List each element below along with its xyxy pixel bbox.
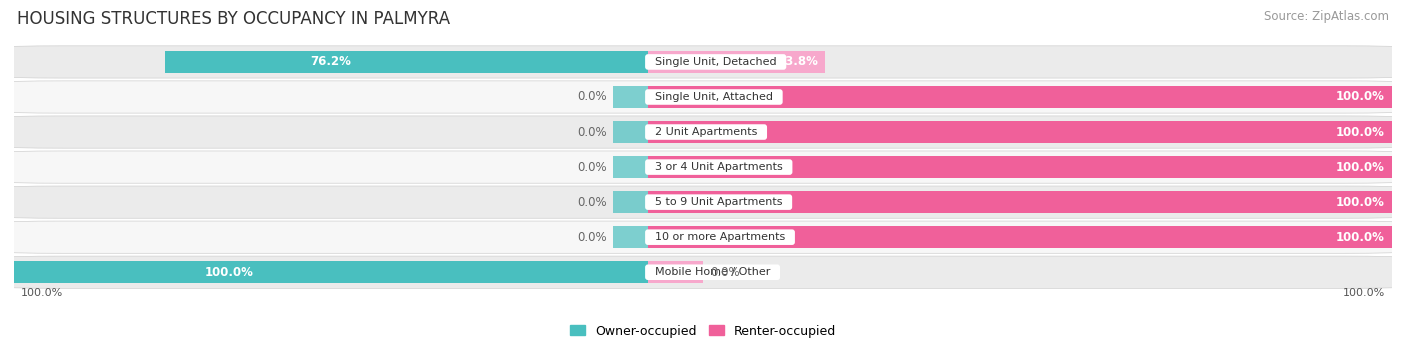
Bar — [648, 226, 1392, 248]
Text: 0.0%: 0.0% — [576, 231, 606, 244]
Legend: Owner-occupied, Renter-occupied: Owner-occupied, Renter-occupied — [565, 320, 841, 341]
FancyBboxPatch shape — [7, 221, 1399, 253]
Text: 100.0%: 100.0% — [1336, 161, 1385, 174]
Text: 10 or more Apartments: 10 or more Apartments — [648, 232, 792, 242]
Bar — [648, 261, 703, 283]
Text: Source: ZipAtlas.com: Source: ZipAtlas.com — [1264, 10, 1389, 23]
Bar — [613, 121, 648, 143]
FancyBboxPatch shape — [7, 256, 1399, 288]
Text: 3 or 4 Unit Apartments: 3 or 4 Unit Apartments — [648, 162, 790, 172]
Bar — [613, 156, 648, 178]
Text: HOUSING STRUCTURES BY OCCUPANCY IN PALMYRA: HOUSING STRUCTURES BY OCCUPANCY IN PALMY… — [17, 10, 450, 28]
FancyBboxPatch shape — [7, 81, 1399, 113]
Text: 76.2%: 76.2% — [309, 56, 350, 69]
Text: 2 Unit Apartments: 2 Unit Apartments — [648, 127, 765, 137]
Text: 0.0%: 0.0% — [576, 125, 606, 138]
Bar — [648, 51, 825, 73]
FancyBboxPatch shape — [7, 186, 1399, 218]
Bar — [648, 191, 1392, 213]
Bar — [613, 191, 648, 213]
Text: 100.0%: 100.0% — [1336, 90, 1385, 104]
FancyBboxPatch shape — [7, 46, 1399, 78]
Text: 5 to 9 Unit Apartments: 5 to 9 Unit Apartments — [648, 197, 789, 207]
Text: 0.0%: 0.0% — [576, 196, 606, 209]
Text: 0.0%: 0.0% — [576, 90, 606, 104]
Bar — [648, 121, 1392, 143]
FancyBboxPatch shape — [7, 151, 1399, 183]
Text: Single Unit, Detached: Single Unit, Detached — [648, 57, 783, 67]
Bar — [648, 86, 1392, 108]
Text: 100.0%: 100.0% — [21, 287, 63, 298]
Text: Mobile Home / Other: Mobile Home / Other — [648, 267, 778, 277]
Text: 100.0%: 100.0% — [1336, 125, 1385, 138]
Text: 23.8%: 23.8% — [778, 56, 818, 69]
Text: 100.0%: 100.0% — [204, 266, 253, 279]
Bar — [613, 226, 648, 248]
Text: Single Unit, Attached: Single Unit, Attached — [648, 92, 780, 102]
Text: 100.0%: 100.0% — [1343, 287, 1385, 298]
Bar — [613, 86, 648, 108]
Text: 0.0%: 0.0% — [710, 266, 740, 279]
Text: 100.0%: 100.0% — [1336, 231, 1385, 244]
Bar — [648, 156, 1392, 178]
Bar — [165, 51, 648, 73]
Bar — [14, 261, 648, 283]
Text: 100.0%: 100.0% — [1336, 196, 1385, 209]
FancyBboxPatch shape — [7, 116, 1399, 148]
Text: 0.0%: 0.0% — [576, 161, 606, 174]
